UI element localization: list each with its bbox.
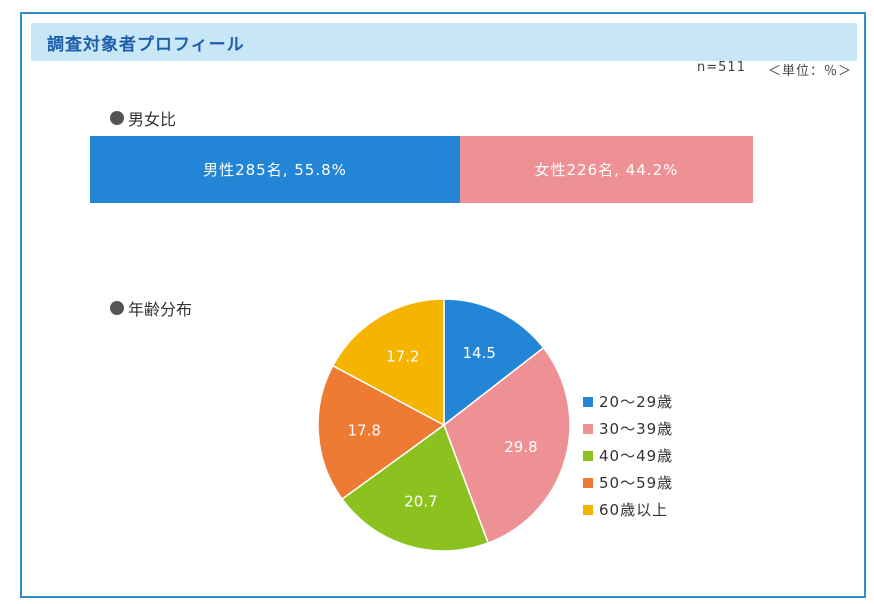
age-pie-chart: 14.5 29.8 20.7 17.8 17.2 bbox=[317, 298, 570, 552]
gender-bar-label-1: 女性226名, 44.2% bbox=[534, 161, 679, 179]
legend-swatch-1 bbox=[583, 423, 593, 434]
legend-item-1: 30～39歳 bbox=[583, 415, 673, 442]
legend-label-0: 20～29歳 bbox=[599, 393, 674, 411]
bullet-icon bbox=[110, 301, 124, 315]
pie-legend: 20～29歳 30～39歳 40～49歳 50～59歳 60歳以上 bbox=[583, 388, 673, 523]
pie-slice-1 bbox=[443, 346, 570, 544]
pie-slice-0 bbox=[443, 298, 545, 427]
pie-slice-label-4: 17.2 bbox=[386, 347, 419, 365]
gender-bar-label-0: 男性285名, 55.8% bbox=[203, 161, 347, 179]
legend-swatch-0 bbox=[583, 396, 593, 407]
pie-slice-2 bbox=[341, 423, 490, 552]
header-bar: 調査対象者プロフィール bbox=[31, 23, 857, 61]
sample-size-label: n=511 bbox=[697, 60, 746, 75]
unit-label: ＜単位：％＞ bbox=[767, 64, 852, 79]
pie-slice-label-0: 14.5 bbox=[462, 344, 495, 362]
legend-label-4: 60歳以上 bbox=[599, 501, 669, 519]
legend-swatch-4 bbox=[583, 504, 593, 515]
legend-label-3: 50～59歳 bbox=[599, 474, 674, 492]
age-chart-title: 年齢分布 bbox=[128, 300, 193, 319]
legend-item-3: 50～59歳 bbox=[583, 469, 673, 496]
pie-slice-label-2: 20.7 bbox=[404, 493, 437, 511]
legend-item-0: 20～29歳 bbox=[583, 388, 673, 415]
pie-slice-4 bbox=[331, 298, 445, 427]
gender-bar-segment-0: 男性285名, 55.8% bbox=[90, 136, 460, 203]
pie-slice-label-3: 17.8 bbox=[347, 422, 380, 440]
legend-swatch-2 bbox=[583, 450, 593, 461]
legend-label-1: 30～39歳 bbox=[599, 420, 674, 438]
legend-item-4: 60歳以上 bbox=[583, 496, 673, 523]
gender-section-title: 男女比 bbox=[110, 106, 176, 130]
pie-slice-label-1: 29.8 bbox=[504, 438, 537, 456]
gender-bar-segment-1: 女性226名, 44.2% bbox=[459, 136, 753, 203]
age-section-title: 年齢分布 bbox=[110, 296, 192, 320]
gender-ratio-bar: 男性285名, 55.8% 女性226名, 44.2% bbox=[90, 136, 753, 203]
bullet-icon bbox=[110, 111, 124, 125]
gender-chart-title: 男女比 bbox=[128, 110, 177, 129]
meta-info: n=511 ＜単位：％＞ bbox=[697, 60, 852, 79]
legend-item-2: 40～49歳 bbox=[583, 442, 673, 469]
legend-label-2: 40～49歳 bbox=[599, 447, 674, 465]
page-title: 調査対象者プロフィール bbox=[47, 34, 245, 55]
pie-slice-3 bbox=[317, 364, 446, 501]
legend-swatch-3 bbox=[583, 477, 593, 488]
